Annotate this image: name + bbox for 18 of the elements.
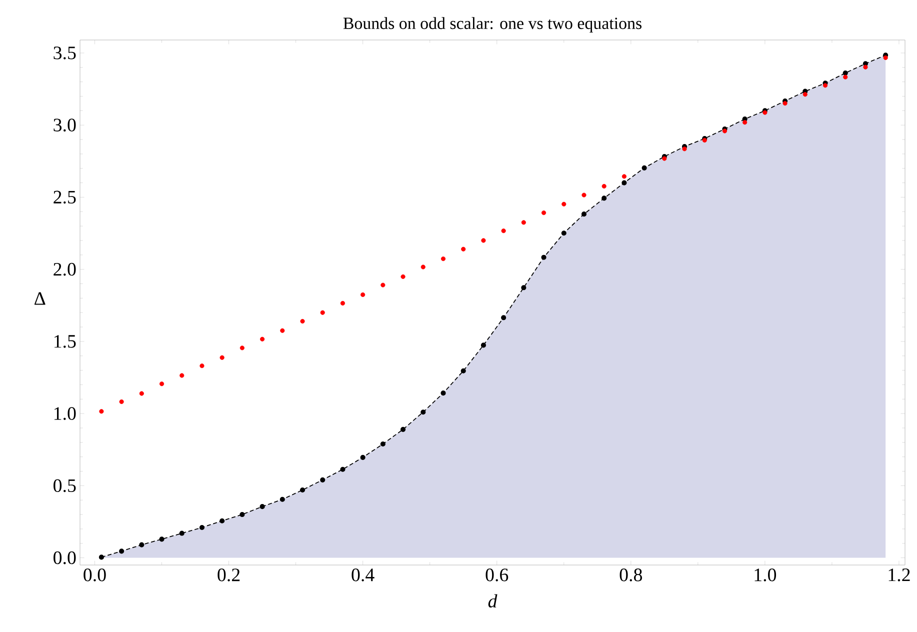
x-tick-label: 0.0 <box>84 568 106 582</box>
y-tick-label: 2.5 <box>54 190 76 204</box>
x-tick-label: 1.0 <box>754 568 776 582</box>
x-tick-label: 1.2 <box>888 568 910 582</box>
y-tick-label: 0.0 <box>54 551 76 564</box>
y-tick-label: 3.5 <box>54 46 76 60</box>
x-tick-label: 0.8 <box>620 568 642 582</box>
x-axis-title: d <box>488 594 498 608</box>
chart-title: Bounds on odd scalar: one vs two equations <box>343 17 642 32</box>
y-tick-label: 2.0 <box>54 262 76 276</box>
y-axis-title: Δ <box>34 292 46 305</box>
x-tick-label: 0.6 <box>486 568 508 582</box>
y-tick-label: 0.5 <box>54 479 76 492</box>
y-tick-label: 1.5 <box>54 335 76 348</box>
y-tick-label: 1.0 <box>54 407 76 420</box>
x-tick-label: 0.4 <box>352 568 374 582</box>
y-tick-label: 3.0 <box>54 118 76 132</box>
x-tick-label: 0.2 <box>218 568 240 582</box>
